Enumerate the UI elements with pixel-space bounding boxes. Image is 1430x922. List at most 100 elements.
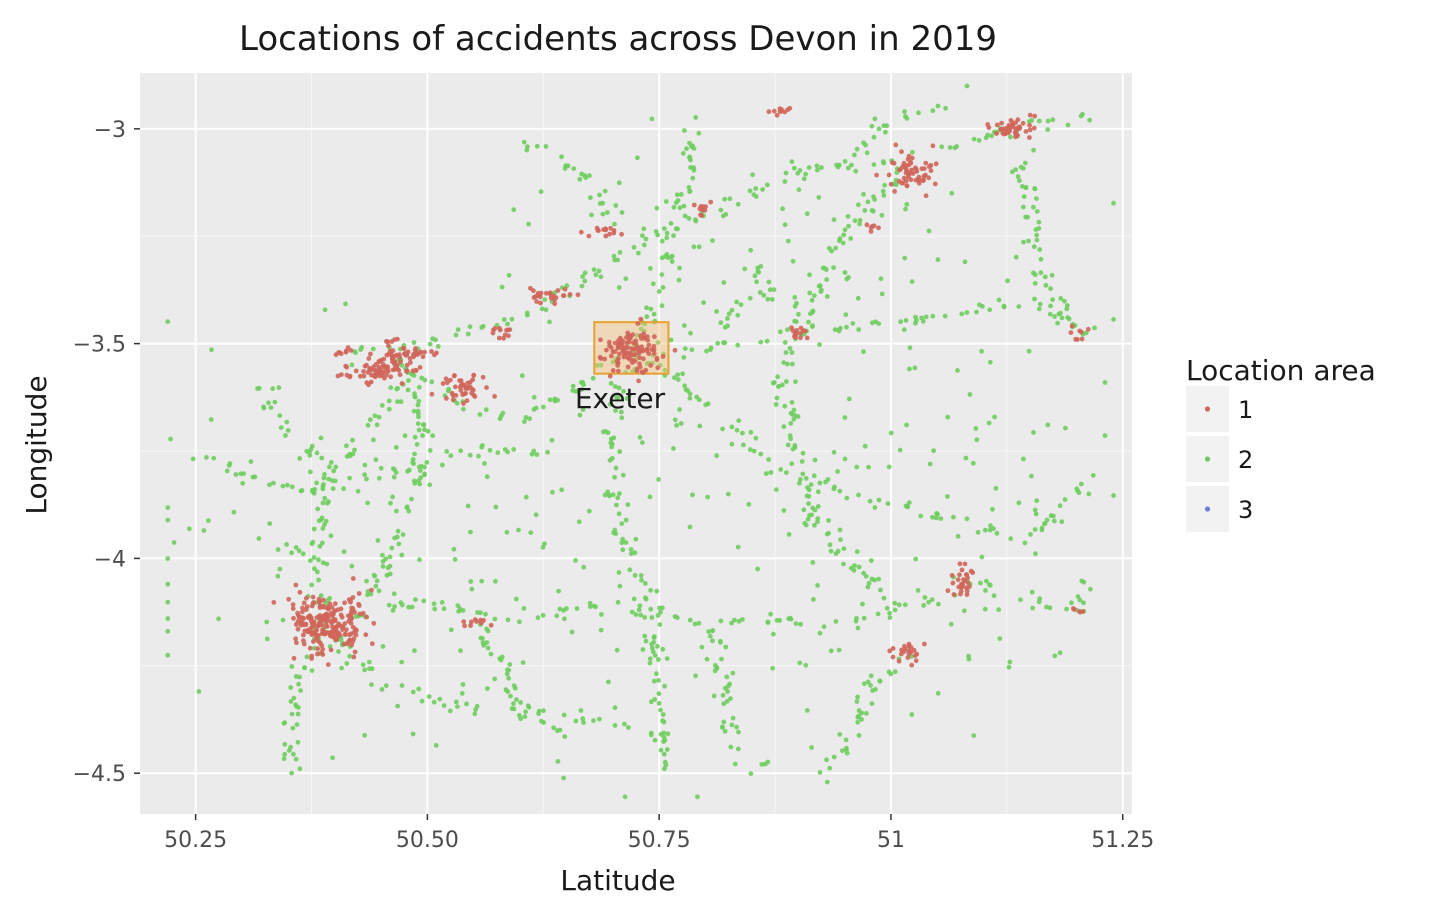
series-1-point bbox=[330, 634, 336, 640]
series-1-point bbox=[488, 622, 494, 628]
series-2-point bbox=[383, 683, 389, 689]
series-1-point bbox=[644, 348, 650, 353]
series-2-point bbox=[720, 725, 725, 730]
series-2-point bbox=[256, 385, 262, 391]
series-2-point bbox=[996, 607, 1002, 613]
series-2-point bbox=[636, 607, 642, 613]
series-2-point bbox=[727, 196, 733, 202]
series-2-point bbox=[861, 615, 867, 621]
series-2-point bbox=[872, 505, 878, 510]
series-2-point bbox=[945, 494, 950, 499]
series-2-point bbox=[753, 186, 759, 191]
series-2-point bbox=[288, 699, 294, 704]
series-2-point bbox=[395, 528, 401, 534]
series-2-point bbox=[395, 399, 400, 404]
series-2-point bbox=[1031, 430, 1036, 435]
series-2-point bbox=[651, 311, 657, 317]
series-2-point bbox=[435, 344, 441, 349]
series-1-point bbox=[342, 600, 347, 606]
series-2-point bbox=[1006, 664, 1012, 670]
series-2-point bbox=[371, 437, 376, 443]
series-2-point bbox=[415, 402, 421, 408]
series-2-point bbox=[613, 465, 619, 471]
series-1-point bbox=[286, 596, 292, 602]
series-2-point bbox=[848, 236, 854, 241]
series-2-point bbox=[837, 527, 843, 533]
series-2-point bbox=[681, 203, 687, 209]
series-1-point bbox=[402, 351, 407, 357]
series-1-point bbox=[932, 181, 938, 187]
series-2-point bbox=[842, 227, 848, 233]
series-1-point bbox=[601, 227, 606, 233]
series-2-point bbox=[656, 657, 661, 662]
series-1-point bbox=[926, 175, 932, 181]
series-2-point bbox=[534, 452, 540, 457]
series-2-point bbox=[682, 128, 687, 133]
series-2-point bbox=[861, 349, 866, 355]
series-2-point bbox=[322, 495, 328, 501]
series-2-point bbox=[747, 295, 753, 301]
series-2-point bbox=[1033, 551, 1038, 557]
series-2-point bbox=[514, 697, 519, 702]
series-2-point bbox=[714, 453, 719, 459]
series-2-point bbox=[349, 362, 355, 368]
series-2-point bbox=[951, 514, 956, 520]
series-1-point bbox=[293, 622, 299, 627]
series-2-point bbox=[766, 457, 772, 462]
series-2-point bbox=[636, 250, 641, 256]
series-1-point bbox=[887, 648, 893, 654]
series-2-point bbox=[1021, 194, 1027, 200]
series-2-point bbox=[786, 532, 792, 537]
series-2-point bbox=[902, 109, 907, 115]
series-1-point bbox=[366, 356, 372, 361]
series-2-point bbox=[1032, 272, 1038, 278]
series-1-point bbox=[296, 615, 302, 621]
series-2-point bbox=[1034, 232, 1040, 238]
series-2-point bbox=[875, 611, 881, 617]
series-2-point bbox=[870, 208, 876, 214]
series-2-point bbox=[165, 652, 171, 658]
series-2-point bbox=[349, 563, 355, 569]
series-1-point bbox=[926, 164, 932, 170]
series-2-point bbox=[817, 480, 823, 486]
series-1-point bbox=[619, 231, 624, 237]
series-2-point bbox=[1086, 491, 1092, 497]
series-2-point bbox=[798, 621, 803, 627]
series-2-point bbox=[856, 492, 861, 498]
series-1-point bbox=[660, 354, 666, 359]
series-1-point bbox=[368, 351, 373, 357]
series-2-point bbox=[902, 602, 908, 608]
series-2-point bbox=[1065, 315, 1071, 320]
series-2-point bbox=[545, 449, 550, 455]
series-2-point bbox=[656, 289, 662, 294]
series-2-point bbox=[441, 703, 447, 708]
series-2-point bbox=[589, 212, 594, 218]
series-2-point bbox=[421, 598, 427, 604]
series-1-point bbox=[315, 646, 320, 652]
series-1-point bbox=[1008, 118, 1014, 123]
series-2-point bbox=[495, 450, 501, 455]
series-2-point bbox=[507, 662, 513, 667]
series-2-point bbox=[523, 709, 528, 715]
series-2-point bbox=[879, 212, 885, 218]
series-2-point bbox=[901, 327, 907, 333]
series-2-point bbox=[990, 506, 995, 512]
series-1-point bbox=[531, 288, 536, 294]
series-2-point bbox=[659, 238, 665, 244]
series-2-point bbox=[1058, 296, 1064, 301]
series-2-point bbox=[506, 667, 512, 673]
series-2-point bbox=[886, 669, 892, 675]
series-2-point bbox=[861, 140, 866, 146]
series-2-point bbox=[483, 407, 489, 413]
series-2-point bbox=[703, 402, 709, 408]
legend-label: 1 bbox=[1238, 396, 1253, 424]
series-2-point bbox=[211, 455, 217, 461]
series-2-point bbox=[747, 447, 753, 453]
series-2-point bbox=[659, 272, 665, 277]
series-2-point bbox=[588, 195, 593, 201]
series-2-point bbox=[208, 417, 214, 422]
series-2-point bbox=[680, 371, 685, 377]
series-2-point bbox=[521, 139, 527, 145]
series-1-point bbox=[1001, 126, 1007, 132]
series-2-point bbox=[711, 693, 717, 699]
